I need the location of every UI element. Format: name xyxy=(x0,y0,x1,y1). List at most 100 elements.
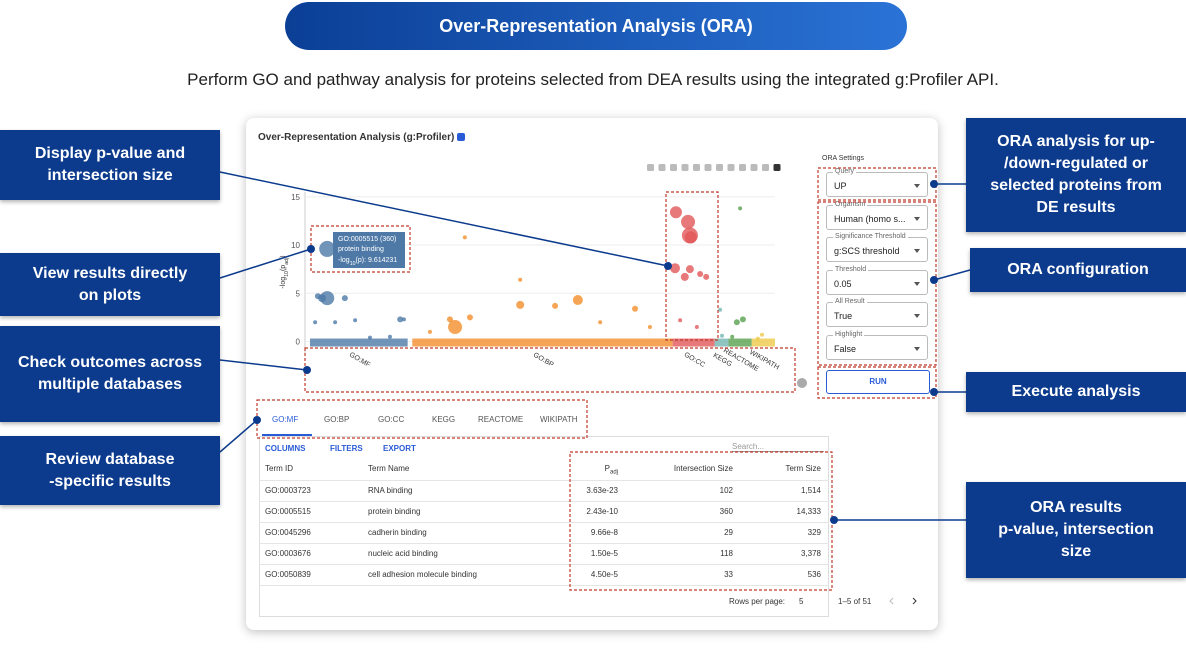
callout: ORA results p-value, intersection size xyxy=(966,482,1186,578)
point xyxy=(719,333,724,338)
table-cell: 3.63e-23 xyxy=(586,486,618,495)
tooltip-box xyxy=(333,232,405,268)
plot-tool-icon[interactable] xyxy=(739,164,746,171)
tab[interactable]: KEGG xyxy=(432,415,456,424)
plot-tool-icon[interactable] xyxy=(762,164,769,171)
callout-line: size xyxy=(1060,543,1092,560)
plot-tool-icon[interactable] xyxy=(670,164,677,171)
header-sub: adj xyxy=(609,469,618,476)
column-header: Intersection Size xyxy=(673,464,733,473)
plot-tool-icon[interactable] xyxy=(727,164,735,171)
point xyxy=(319,240,336,257)
settings-field[interactable]: Significance Threshold g:SCS threshold xyxy=(826,233,928,262)
text-part: 10 xyxy=(350,261,356,267)
connector xyxy=(219,248,312,279)
highlight-box xyxy=(817,201,937,366)
plot-tool-icon[interactable] xyxy=(681,164,689,171)
table-cell: nucleic acid binding xyxy=(368,549,438,558)
plot-tool-icon[interactable] xyxy=(693,164,700,171)
table-cell: 1.50e-5 xyxy=(590,549,618,558)
point xyxy=(448,320,463,335)
info-icon[interactable] xyxy=(457,133,466,142)
tab[interactable]: GO:CC xyxy=(378,415,405,424)
table-cell: 29 xyxy=(724,528,733,537)
tab[interactable]: REACTOME xyxy=(478,415,524,424)
plot-tool-icon[interactable] xyxy=(647,164,654,171)
settings-field[interactable]: Highlight False xyxy=(826,331,928,360)
dropdown-arrow xyxy=(914,217,920,221)
plot-tool-icon[interactable] xyxy=(750,164,758,171)
header-text: P xyxy=(604,464,610,473)
table-frame xyxy=(259,436,829,617)
callout: ORA analysis for up- /down-regulated or se… xyxy=(966,118,1186,232)
callout-line: ORA configuration xyxy=(1007,261,1149,278)
dropdown-arrow xyxy=(914,314,920,318)
table-tool[interactable]: COLUMNS xyxy=(265,444,306,453)
point xyxy=(516,300,525,309)
table-tool[interactable]: FILTERS xyxy=(330,444,363,453)
settings-field[interactable]: Threshold 0.05 xyxy=(826,266,928,295)
field-value: True xyxy=(834,311,853,321)
point xyxy=(333,320,338,325)
page-size[interactable]: 5 xyxy=(799,597,804,606)
text-part: adj xyxy=(284,258,290,265)
tab[interactable]: GO:BP xyxy=(324,415,350,424)
point xyxy=(446,316,453,323)
field-label: Organism xyxy=(833,201,868,208)
point xyxy=(341,295,348,302)
plot-tool-icon[interactable] xyxy=(704,164,712,171)
connector xyxy=(219,171,669,267)
callout-line: /down-regulated or xyxy=(1004,155,1148,172)
column-header: Term ID xyxy=(265,464,293,473)
text-part: ) xyxy=(280,255,287,257)
plot-tool-icon[interactable] xyxy=(773,164,781,171)
row-divider xyxy=(259,480,829,481)
table-cell: 3,378 xyxy=(800,549,821,558)
callout-line: p-value, intersection xyxy=(998,521,1154,538)
prev-page[interactable] xyxy=(889,597,894,605)
table-cell: 1,514 xyxy=(800,486,821,495)
callout-line: View results directly xyxy=(32,264,188,282)
point xyxy=(669,206,682,219)
point xyxy=(739,316,746,323)
app-title-text: Over-Representation Analysis (g:Profiler… xyxy=(258,132,455,143)
y-tick-label: 5 xyxy=(296,289,301,298)
settings-field[interactable]: Organism Human (homo s... xyxy=(826,201,928,230)
point xyxy=(670,263,681,274)
next-page[interactable] xyxy=(912,597,917,605)
settings-field[interactable]: Query UP xyxy=(826,168,928,197)
baseline-band xyxy=(751,338,775,347)
settings-field[interactable]: All Result True xyxy=(826,298,928,327)
field-label: Query xyxy=(833,168,857,175)
callout: Execute analysis xyxy=(966,372,1186,412)
plot-tool-icon[interactable] xyxy=(658,164,666,171)
table-tool[interactable]: EXPORT xyxy=(383,444,416,453)
callout-line: DE results xyxy=(1036,199,1116,216)
baseline-band xyxy=(310,338,408,347)
run-button[interactable]: RUN xyxy=(826,370,930,394)
column-header: Term Size xyxy=(785,464,821,473)
plot-tool-icon[interactable] xyxy=(716,164,723,171)
point xyxy=(730,334,735,339)
dropdown-arrow xyxy=(914,282,920,286)
column-header: Padj xyxy=(605,464,618,476)
tab[interactable]: WIKIPATH xyxy=(540,415,578,424)
text-part: -log xyxy=(280,277,287,289)
field-value: False xyxy=(834,344,857,354)
tooltip-line: GO:0005515 (360) xyxy=(338,236,396,243)
callout-line: Display p-value and xyxy=(34,145,186,162)
callout-line: selected proteins from xyxy=(990,177,1162,194)
point xyxy=(680,272,689,281)
callout: ORA configuration xyxy=(970,248,1186,292)
table-cell: GO:0050839 xyxy=(265,570,311,579)
table-cell: protein binding xyxy=(368,507,421,516)
header-subtitle: Perform GO and pathway analysis for prot… xyxy=(187,70,999,89)
connector-dot xyxy=(930,276,938,284)
tab[interactable]: GO:MF xyxy=(272,415,299,424)
point xyxy=(598,320,603,325)
callout-line: Review database xyxy=(45,450,175,468)
table-cell: GO:0045296 xyxy=(265,528,311,537)
callout: Check outcomes across multiple databases xyxy=(0,326,220,422)
